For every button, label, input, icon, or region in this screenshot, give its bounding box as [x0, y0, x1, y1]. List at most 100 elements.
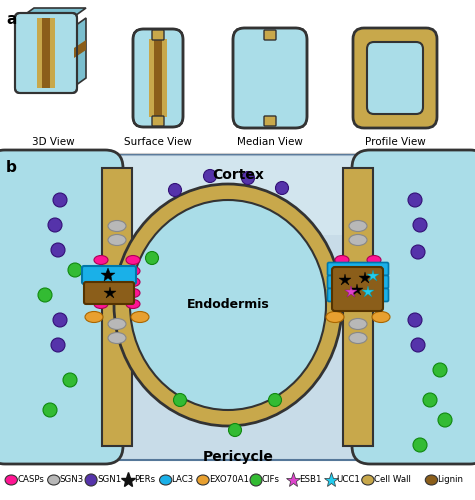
Circle shape [411, 245, 425, 259]
Bar [343, 168, 373, 446]
Ellipse shape [335, 256, 349, 264]
Circle shape [51, 243, 65, 257]
Circle shape [408, 193, 422, 207]
Circle shape [413, 438, 427, 452]
Ellipse shape [94, 300, 108, 308]
Circle shape [145, 252, 159, 264]
FancyBboxPatch shape [352, 150, 475, 464]
Circle shape [63, 373, 77, 387]
Ellipse shape [85, 312, 103, 322]
Ellipse shape [108, 234, 126, 246]
Bar [149, 39, 154, 117]
FancyBboxPatch shape [15, 13, 77, 93]
Text: Cortex: Cortex [212, 168, 264, 182]
Ellipse shape [372, 312, 390, 322]
Text: Endodermis: Endodermis [187, 298, 269, 312]
Polygon shape [72, 18, 86, 88]
Ellipse shape [94, 266, 108, 276]
Ellipse shape [362, 475, 374, 485]
Ellipse shape [108, 220, 126, 232]
Ellipse shape [114, 184, 342, 426]
Ellipse shape [326, 312, 344, 322]
Circle shape [43, 403, 57, 417]
Ellipse shape [126, 278, 140, 286]
Bar [154, 39, 162, 117]
FancyBboxPatch shape [353, 28, 437, 128]
Text: Median View: Median View [237, 137, 303, 147]
FancyBboxPatch shape [327, 276, 389, 288]
Circle shape [173, 394, 187, 406]
Ellipse shape [367, 266, 381, 276]
Ellipse shape [367, 300, 381, 308]
Circle shape [53, 193, 67, 207]
Polygon shape [74, 40, 86, 58]
Circle shape [411, 338, 425, 352]
Ellipse shape [48, 475, 60, 485]
FancyBboxPatch shape [233, 28, 307, 128]
FancyBboxPatch shape [367, 42, 423, 114]
FancyBboxPatch shape [152, 116, 164, 126]
Bar [5, 155, 470, 235]
Bar [162, 39, 167, 117]
Text: LAC3: LAC3 [171, 476, 194, 484]
Text: Pericycle: Pericycle [202, 450, 274, 464]
Ellipse shape [94, 278, 108, 286]
Ellipse shape [130, 200, 326, 410]
Ellipse shape [425, 475, 437, 485]
Circle shape [250, 474, 262, 486]
Ellipse shape [197, 475, 209, 485]
Circle shape [169, 184, 181, 196]
Circle shape [68, 263, 82, 277]
Circle shape [276, 182, 288, 194]
Circle shape [408, 313, 422, 327]
FancyBboxPatch shape [264, 30, 276, 40]
FancyBboxPatch shape [82, 266, 136, 284]
FancyBboxPatch shape [152, 30, 164, 40]
Circle shape [241, 172, 255, 184]
Ellipse shape [126, 266, 140, 276]
Text: 3D View: 3D View [32, 137, 74, 147]
Ellipse shape [94, 288, 108, 298]
Text: EXO70A1: EXO70A1 [209, 476, 249, 484]
Circle shape [433, 363, 447, 377]
Circle shape [85, 474, 97, 486]
FancyBboxPatch shape [332, 267, 383, 311]
Text: a: a [6, 12, 16, 27]
Bar [37, 18, 42, 88]
Text: CASPs: CASPs [17, 476, 44, 484]
Ellipse shape [367, 278, 381, 286]
Ellipse shape [5, 475, 18, 485]
Circle shape [438, 413, 452, 427]
FancyBboxPatch shape [0, 150, 123, 464]
Text: Lignin: Lignin [437, 476, 463, 484]
Polygon shape [20, 8, 86, 18]
Text: Surface View: Surface View [124, 137, 192, 147]
Ellipse shape [108, 332, 126, 344]
Text: ESB1: ESB1 [299, 476, 322, 484]
Text: Cell Wall: Cell Wall [374, 476, 410, 484]
Ellipse shape [126, 288, 140, 298]
Circle shape [38, 288, 52, 302]
Ellipse shape [335, 278, 349, 286]
Text: UCC1: UCC1 [336, 476, 360, 484]
FancyBboxPatch shape [264, 116, 276, 126]
Bar [102, 168, 132, 446]
Text: b: b [6, 160, 17, 175]
Circle shape [423, 393, 437, 407]
Ellipse shape [335, 266, 349, 276]
Circle shape [203, 170, 217, 182]
Ellipse shape [126, 256, 140, 264]
Ellipse shape [367, 288, 381, 298]
Ellipse shape [126, 300, 140, 308]
Text: CIFs: CIFs [262, 476, 280, 484]
Bar [42, 18, 50, 88]
Ellipse shape [349, 234, 367, 246]
Circle shape [228, 424, 241, 436]
Circle shape [51, 338, 65, 352]
Ellipse shape [108, 318, 126, 330]
Ellipse shape [349, 220, 367, 232]
Ellipse shape [335, 300, 349, 308]
Text: SGN1: SGN1 [97, 476, 121, 484]
Circle shape [48, 218, 62, 232]
Ellipse shape [349, 332, 367, 344]
